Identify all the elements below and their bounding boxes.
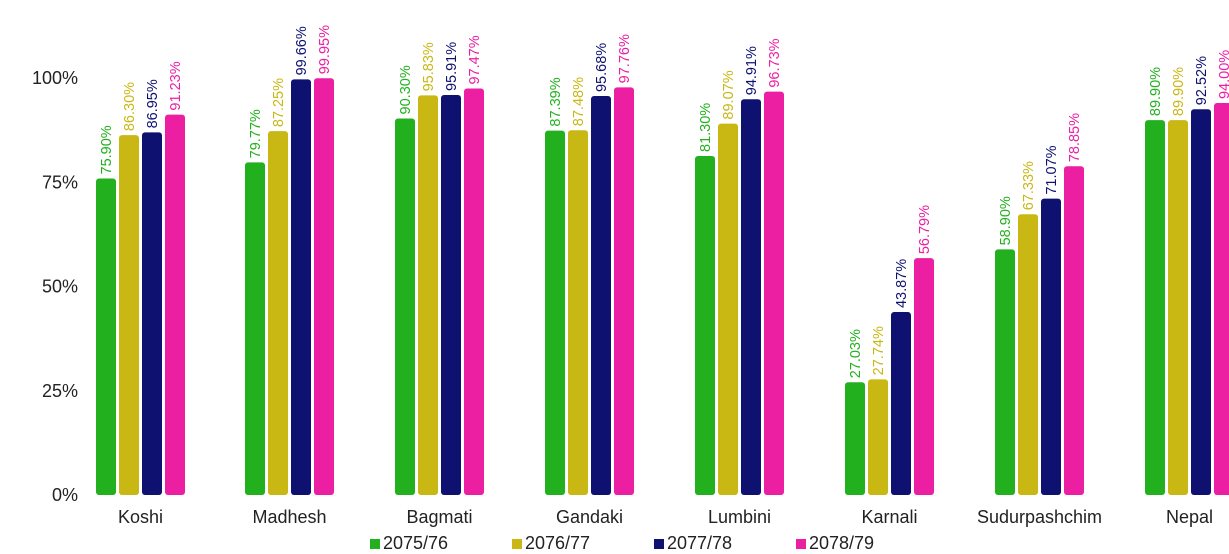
y-tick-label: 100% bbox=[32, 68, 78, 88]
y-tick-label: 50% bbox=[42, 277, 78, 297]
bar bbox=[314, 78, 334, 495]
bar bbox=[1018, 214, 1038, 496]
data-label: 96.73% bbox=[767, 38, 783, 87]
bars bbox=[96, 78, 1229, 496]
y-tick-label: 75% bbox=[42, 172, 78, 192]
category-label: Lumbini bbox=[708, 507, 771, 527]
bar bbox=[718, 123, 738, 496]
legend-swatch bbox=[796, 539, 806, 549]
category-labels: Koshi Madhesh Bagmati Gandaki Lumbini Karnali… bbox=[118, 507, 1213, 527]
bar bbox=[96, 178, 116, 495]
data-label: 56.79% bbox=[917, 205, 933, 254]
bar bbox=[568, 130, 588, 495]
bar bbox=[741, 99, 761, 495]
bar bbox=[119, 135, 139, 495]
data-label: 27.74% bbox=[871, 326, 887, 375]
bar bbox=[695, 155, 715, 495]
y-tick-label: 25% bbox=[42, 381, 78, 401]
category-label: Madhesh bbox=[252, 507, 326, 527]
data-label: 71.07% bbox=[1044, 145, 1060, 194]
bar bbox=[441, 95, 461, 495]
y-tick-label: 0% bbox=[52, 485, 78, 505]
data-label: 87.39% bbox=[548, 77, 564, 126]
legend: 2075/76 2076/77 2077/78 2078/79 bbox=[370, 533, 874, 553]
legend-swatch bbox=[512, 539, 522, 549]
legend-label: 2078/79 bbox=[809, 533, 874, 553]
data-label: 92.52% bbox=[1194, 56, 1210, 105]
data-label: 58.90% bbox=[998, 196, 1014, 245]
data-label: 89.07% bbox=[721, 70, 737, 119]
data-label: 94.00% bbox=[1217, 50, 1229, 99]
data-label: 99.66% bbox=[294, 26, 310, 75]
bar bbox=[614, 87, 634, 496]
data-label: 99.95% bbox=[317, 25, 333, 74]
y-axis: 0% 25% 50% 75% 100% bbox=[32, 68, 78, 505]
bar bbox=[845, 382, 865, 495]
bar bbox=[868, 379, 888, 495]
data-label: 89.90% bbox=[1148, 67, 1164, 116]
category-label: Sudurpashchim bbox=[977, 507, 1102, 527]
bar bbox=[995, 249, 1015, 495]
value-labels: 75.90% 86.30% 86.95% 91.23% 79.77% 87.25% 99.6… bbox=[99, 25, 1229, 378]
bar bbox=[165, 114, 185, 496]
data-label: 27.03% bbox=[848, 329, 864, 378]
bar bbox=[464, 88, 484, 495]
data-label: 94.91% bbox=[744, 46, 760, 95]
data-label: 91.23% bbox=[168, 61, 184, 110]
bar bbox=[1041, 198, 1061, 495]
data-label: 95.91% bbox=[444, 42, 460, 91]
category-label: Nepal bbox=[1166, 507, 1213, 527]
data-label: 95.83% bbox=[421, 42, 437, 91]
bar bbox=[418, 95, 438, 495]
category-label: Bagmati bbox=[406, 507, 472, 527]
category-label: Gandaki bbox=[556, 507, 623, 527]
bar bbox=[545, 130, 565, 496]
bar bbox=[1191, 109, 1211, 496]
data-label: 86.95% bbox=[145, 79, 161, 128]
bar bbox=[142, 132, 162, 495]
bar bbox=[395, 118, 415, 495]
bar bbox=[914, 258, 934, 495]
category-label: Koshi bbox=[118, 507, 163, 527]
data-label: 81.30% bbox=[698, 103, 714, 152]
data-label: 67.33% bbox=[1021, 161, 1037, 210]
bar bbox=[1064, 166, 1084, 495]
bar bbox=[1168, 120, 1188, 495]
bar bbox=[245, 162, 265, 495]
data-label: 87.25% bbox=[271, 78, 287, 127]
data-label: 43.87% bbox=[894, 259, 910, 308]
data-label: 75.90% bbox=[99, 125, 115, 174]
data-label: 97.47% bbox=[467, 35, 483, 84]
data-label: 78.85% bbox=[1067, 113, 1083, 162]
bar bbox=[764, 91, 784, 496]
data-label: 89.90% bbox=[1171, 67, 1187, 116]
bar bbox=[1145, 120, 1165, 495]
data-label: 86.30% bbox=[122, 82, 138, 131]
bar bbox=[268, 131, 288, 496]
data-label: 95.68% bbox=[594, 43, 610, 92]
legend-swatch bbox=[654, 539, 664, 549]
data-label: 79.77% bbox=[248, 109, 264, 158]
data-label: 97.76% bbox=[617, 34, 633, 83]
category-label: Karnali bbox=[861, 507, 917, 527]
data-label: 90.30% bbox=[398, 65, 414, 114]
data-label: 87.48% bbox=[571, 77, 587, 126]
legend-swatch bbox=[370, 539, 380, 549]
legend-label: 2075/76 bbox=[383, 533, 448, 553]
legend-label: 2076/77 bbox=[525, 533, 590, 553]
bar bbox=[591, 96, 611, 495]
bar bbox=[291, 79, 311, 496]
bar bbox=[1214, 103, 1229, 495]
legend-label: 2077/78 bbox=[667, 533, 732, 553]
bar bbox=[891, 312, 911, 495]
